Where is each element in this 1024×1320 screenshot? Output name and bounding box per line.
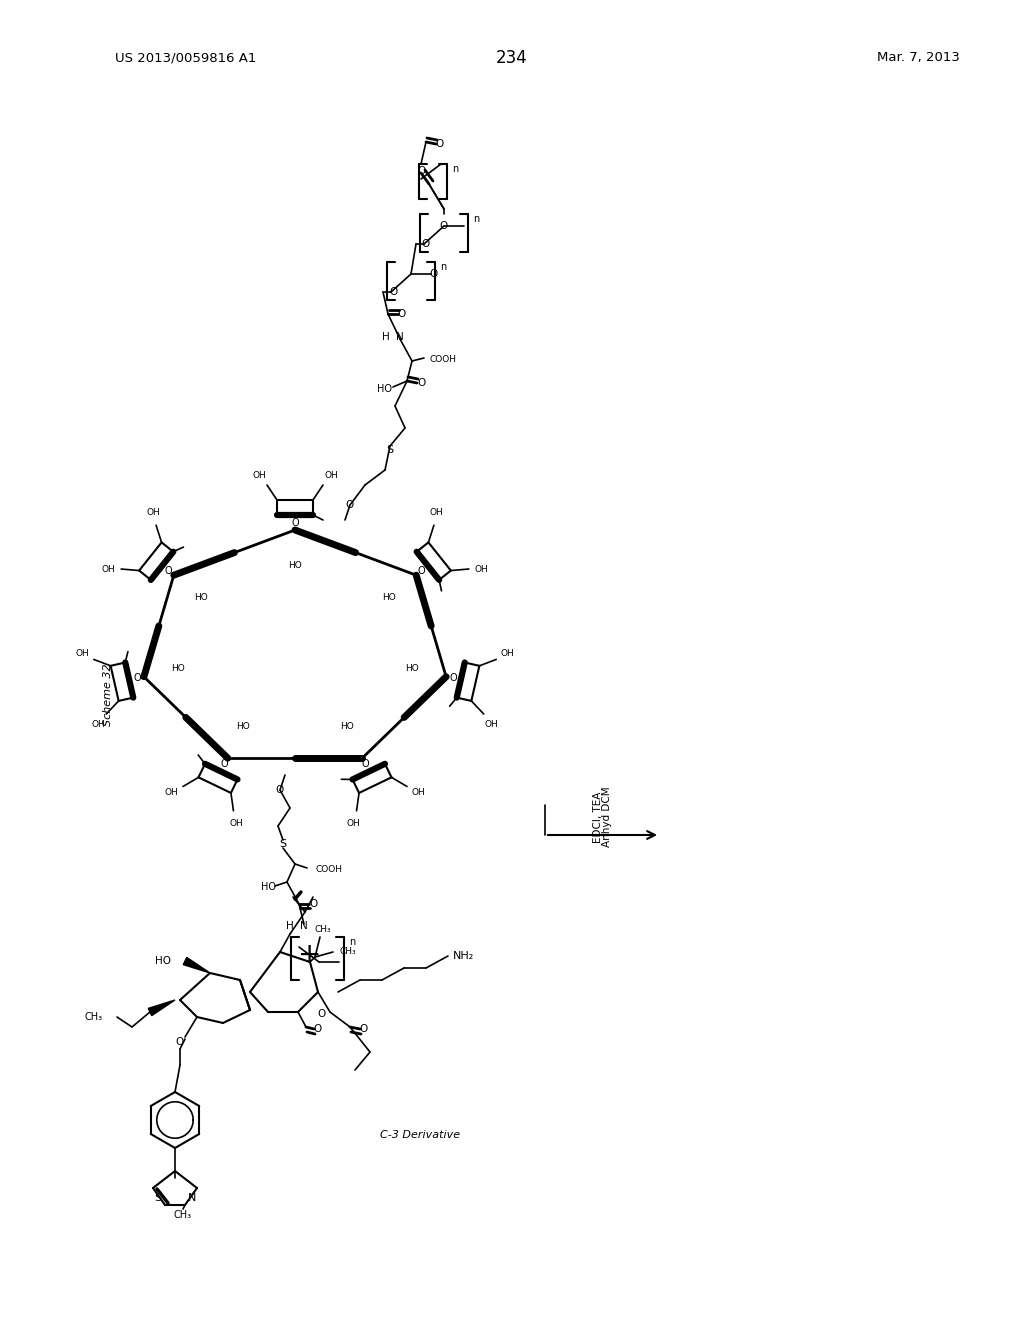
Text: O: O [346,500,354,510]
Text: HO: HO [171,664,185,673]
Text: HO: HO [155,956,171,966]
Text: N: N [300,921,308,931]
Text: HO: HO [382,593,395,602]
Text: HO: HO [261,882,276,892]
Text: OH: OH [76,649,89,659]
Text: EDCI, TEA: EDCI, TEA [593,791,602,842]
Text: Scheme 32: Scheme 32 [103,664,113,726]
Text: COOH: COOH [315,865,342,874]
Text: O: O [314,1024,323,1034]
Text: OH: OH [412,788,425,796]
Text: HO: HO [195,593,208,602]
Text: Mar. 7, 2013: Mar. 7, 2013 [878,51,961,65]
Text: OH: OH [325,470,338,479]
Text: S: S [386,445,393,455]
Text: O: O [429,269,437,279]
Text: Anhyd DCM: Anhyd DCM [602,787,612,847]
Text: OH: OH [501,649,515,659]
Text: S: S [155,1193,162,1203]
Text: O: O [359,1024,368,1034]
Text: O: O [440,220,449,231]
Text: US 2013/0059816 A1: US 2013/0059816 A1 [115,51,256,65]
Text: O: O [398,309,407,319]
Text: OH: OH [165,788,178,796]
Text: OH: OH [347,818,360,828]
Text: OH: OH [484,719,499,729]
Text: OH: OH [91,719,105,729]
Text: O: O [436,139,444,149]
Text: CH₃: CH₃ [85,1012,103,1022]
Text: N: N [396,333,403,342]
Text: n: n [440,261,446,272]
Text: OH: OH [430,508,443,517]
Text: N: N [187,1193,197,1203]
Text: n: n [349,937,355,946]
Text: OH: OH [229,818,243,828]
Text: O: O [133,673,141,684]
Text: n: n [452,164,458,174]
Text: S: S [280,840,287,849]
Text: O: O [361,759,369,770]
Text: O: O [165,566,172,576]
Text: O: O [450,673,457,684]
Text: OH: OH [101,565,116,573]
Text: O: O [418,566,425,576]
Text: O: O [291,517,299,528]
Text: H: H [382,333,390,342]
Text: CH₃: CH₃ [314,924,332,933]
Text: CH₃: CH₃ [340,948,356,957]
Text: OH: OH [146,508,160,517]
Text: O: O [221,759,228,770]
Text: O: O [309,899,317,909]
Text: O: O [389,286,397,297]
Text: O: O [418,166,426,176]
Text: O: O [417,378,425,388]
Text: HO: HO [237,722,250,731]
Text: NH₂: NH₂ [454,950,475,961]
Text: HO: HO [340,722,354,731]
Text: +: + [298,941,322,969]
Text: HO: HO [406,664,419,673]
Text: O: O [275,785,284,795]
Polygon shape [148,1001,175,1015]
Polygon shape [183,957,210,973]
Text: COOH: COOH [430,355,457,363]
Text: OH: OH [252,470,266,479]
Text: CH₃: CH₃ [174,1210,193,1220]
Text: n: n [473,214,479,224]
Text: C-3 Derivative: C-3 Derivative [380,1130,460,1140]
Text: HO: HO [378,384,392,393]
Text: OH: OH [475,565,488,573]
Text: HO: HO [288,561,302,569]
Text: O: O [317,1008,326,1019]
Text: 234: 234 [496,49,528,67]
Text: O: O [176,1038,184,1047]
Text: O: O [422,239,430,249]
Text: H: H [287,921,294,931]
